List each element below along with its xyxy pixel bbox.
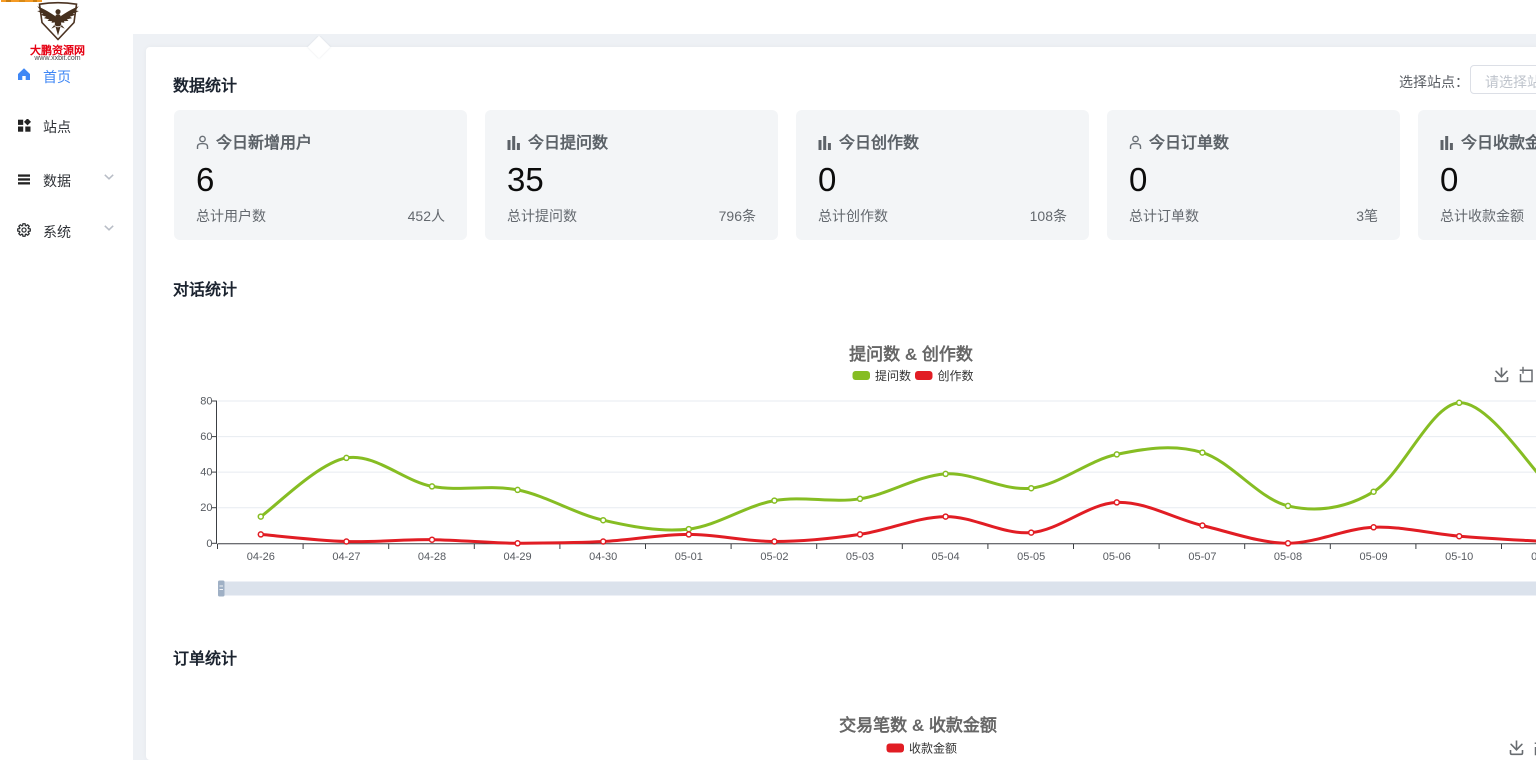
svg-text:0: 0 xyxy=(206,538,212,550)
svg-text:05-03: 05-03 xyxy=(846,551,874,563)
svg-text:收款金额: 收款金额 xyxy=(909,741,957,756)
svg-text:05-09: 05-09 xyxy=(1360,551,1388,563)
svg-text:创作数: 创作数 xyxy=(938,368,974,383)
svg-text:05-08: 05-08 xyxy=(1274,551,1302,563)
svg-text:04-29: 04-29 xyxy=(504,551,532,563)
svg-text:05-02: 05-02 xyxy=(760,551,788,563)
svg-text:05-04: 05-04 xyxy=(932,551,960,563)
svg-text:05-07: 05-07 xyxy=(1188,551,1216,563)
svg-text:04-27: 04-27 xyxy=(332,551,360,563)
svg-text:60: 60 xyxy=(200,431,212,443)
svg-text:04-30: 04-30 xyxy=(589,551,617,563)
svg-text:04-28: 04-28 xyxy=(418,551,446,563)
svg-text:05-05: 05-05 xyxy=(1017,551,1045,563)
svg-text:04-26: 04-26 xyxy=(247,551,275,563)
svg-text:20: 20 xyxy=(200,502,212,514)
svg-text:05-01: 05-01 xyxy=(675,551,703,563)
svg-text:05-11: 05-11 xyxy=(1531,551,1536,563)
svg-text:80: 80 xyxy=(200,396,212,408)
svg-text:40: 40 xyxy=(200,467,212,479)
svg-text:05-10: 05-10 xyxy=(1445,551,1473,563)
svg-text:05-06: 05-06 xyxy=(1103,551,1131,563)
svg-text:提问数: 提问数 xyxy=(875,368,911,383)
